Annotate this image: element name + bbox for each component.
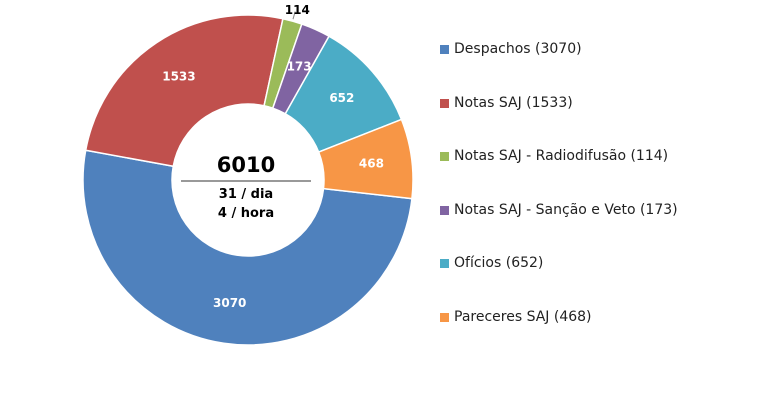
donut-center: 6010 31 / dia 4 / hora	[181, 153, 311, 221]
legend-label: Pareceres SAJ (468)	[454, 308, 592, 325]
donut-slice	[84, 14, 284, 168]
donut-slice	[82, 149, 413, 346]
slice-label: 173	[287, 59, 312, 73]
legend-item: Pareceres SAJ (468)	[440, 306, 678, 360]
center-total: 6010	[217, 153, 275, 177]
legend-swatch	[440, 152, 449, 161]
legend-label: Ofícios (652)	[454, 255, 544, 271]
legend-swatch	[440, 45, 449, 54]
slice-leader-line	[292, 11, 296, 20]
legend-label: Notas SAJ - Radiodifusão (114)	[454, 148, 669, 164]
legend-item: Notas SAJ - Radiodifusão (114)	[440, 145, 678, 199]
legend-label: Notas SAJ - Sanção e Veto (173)	[454, 201, 678, 218]
slice-label: 114	[285, 3, 310, 17]
slice-labels: 3070 1533 114 173 652 468	[162, 3, 384, 310]
legend-swatch	[440, 205, 449, 215]
legend-label: Despachos (3070)	[454, 41, 582, 57]
center-per-day: 31 / dia	[219, 187, 273, 202]
slice-label: 3070	[213, 296, 246, 310]
legend-item: Ofícios (652)	[440, 252, 678, 306]
center-per-hour: 4 / hora	[218, 206, 274, 221]
chart-legend: Despachos (3070) Notas SAJ (1533) Notas …	[440, 38, 678, 359]
legend-swatch	[440, 259, 449, 268]
donut-slices	[82, 14, 414, 346]
slice-label: 1533	[162, 69, 195, 83]
legend-swatch	[440, 312, 449, 322]
legend-label: Notas SAJ (1533)	[454, 94, 573, 111]
legend-item: Notas SAJ (1533)	[440, 92, 678, 146]
slice-label: 652	[329, 91, 354, 105]
legend-swatch	[440, 98, 449, 108]
donut-slice	[317, 118, 414, 200]
legend-item: Notas SAJ - Sanção e Veto (173)	[440, 199, 678, 253]
slice-label: 468	[359, 157, 384, 171]
legend-item: Despachos (3070)	[440, 38, 678, 92]
